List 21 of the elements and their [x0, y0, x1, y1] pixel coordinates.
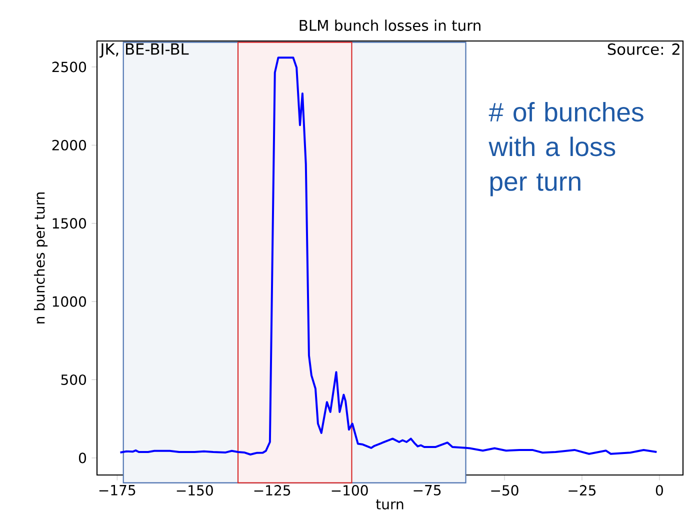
line-series: [119, 56, 658, 456]
x-axis-title: turn: [376, 499, 404, 510]
x-tick-label: 0: [656, 485, 663, 496]
y-tick-label: 500: [61, 374, 86, 386]
y-axis-title: n bunches per turn: [34, 192, 48, 324]
x-tick-label: −75: [414, 485, 441, 496]
y-tick-label: 0: [78, 452, 86, 464]
x-tick-label: −125: [254, 485, 290, 496]
x-tick-label: −150: [176, 485, 213, 496]
annotation: JK, BE-BI-BL: [99, 43, 189, 58]
chart-title: BLM bunch losses in turn: [300, 20, 480, 31]
x-tick-label: −50: [491, 485, 518, 496]
x-tick-label: −175: [99, 485, 136, 496]
y-tick-label: 2000: [52, 140, 86, 150]
y-tick-label: 1500: [52, 218, 86, 229]
x-tick-label: −25: [568, 485, 596, 496]
y-tick-label: 2500: [52, 62, 86, 72]
y-tick-label: 1000: [52, 296, 86, 307]
annotation: Source: 2: [608, 43, 680, 56]
x-tick-label: −100: [332, 485, 368, 496]
annotation: # of bunches with a loss per turn: [488, 102, 644, 196]
